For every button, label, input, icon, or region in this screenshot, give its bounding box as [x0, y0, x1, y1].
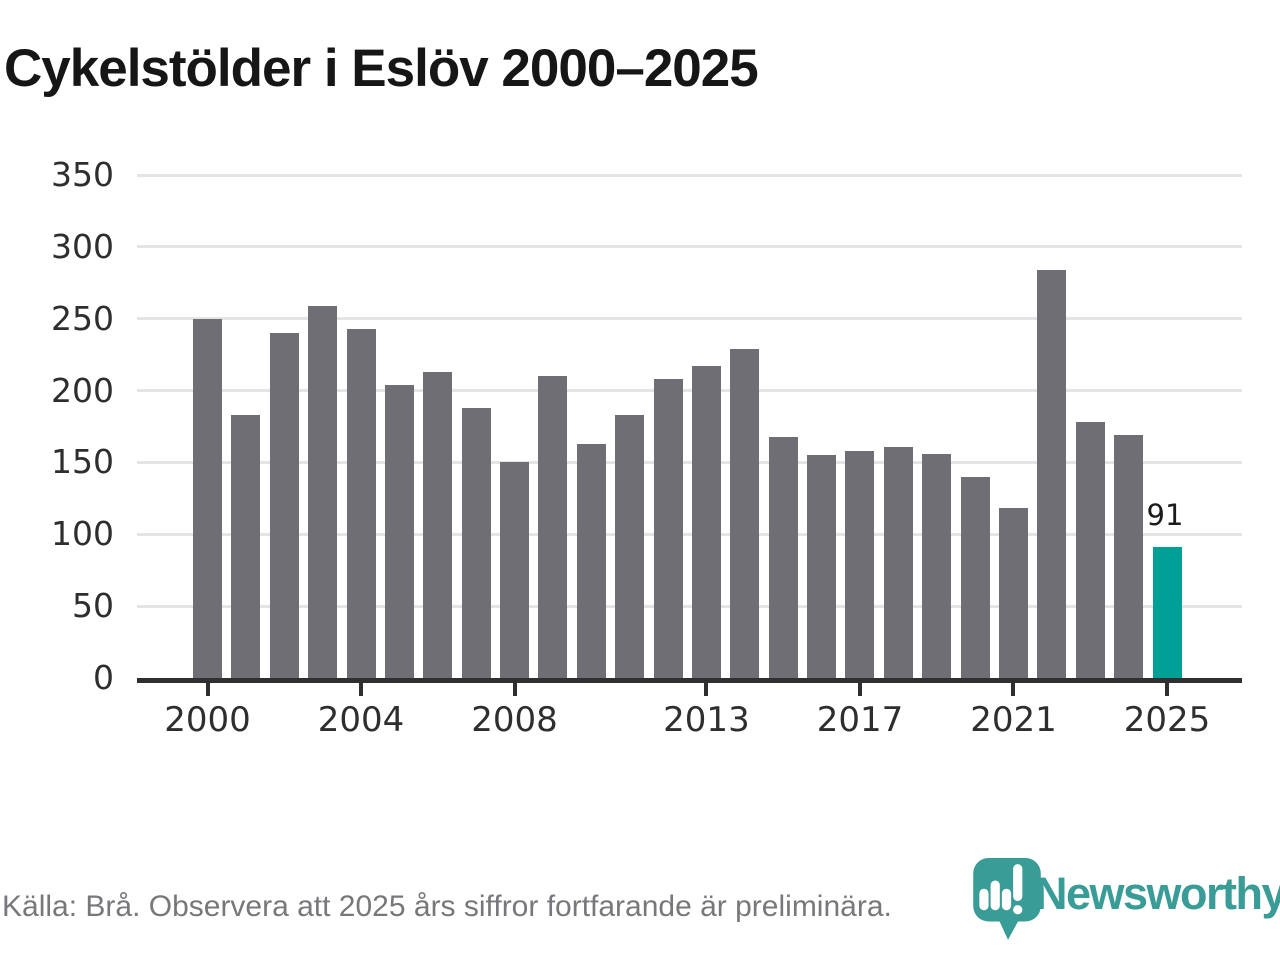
x-tick-label: 2025 — [1123, 700, 1211, 740]
y-gridline — [137, 389, 1242, 393]
x-axis-tick — [1011, 683, 1016, 696]
bar-2011 — [615, 415, 645, 678]
y-tick-label: 150 — [51, 442, 114, 482]
bar-2005 — [384, 384, 414, 678]
bar-2025 — [1152, 547, 1182, 678]
x-axis-tick — [512, 683, 517, 696]
x-tick-label: 2004 — [317, 700, 405, 740]
plot-area — [137, 173, 1242, 678]
bar-2010 — [576, 443, 606, 678]
y-tick-label: 200 — [51, 370, 114, 410]
bar-2020 — [960, 476, 990, 678]
x-axis-line — [137, 678, 1242, 683]
y-tick-label: 50 — [72, 586, 114, 626]
value-annotation: 91 — [1146, 498, 1184, 532]
bar-2017 — [845, 450, 875, 678]
bar-2004 — [346, 328, 376, 678]
x-tick-label: 2008 — [471, 700, 558, 740]
y-gridline — [137, 604, 1242, 608]
x-axis-tick — [857, 683, 862, 696]
bar-2008 — [500, 462, 530, 678]
x-axis-tick — [704, 683, 709, 696]
y-gridline — [137, 317, 1242, 321]
x-axis-tick — [359, 683, 364, 696]
y-gridline — [137, 460, 1242, 464]
x-axis-tick — [1165, 683, 1169, 696]
bar-2012 — [653, 379, 683, 678]
bar-2023 — [1075, 422, 1105, 678]
bar-2001 — [231, 415, 261, 678]
chart-title: Cykelstölder i Eslöv 2000–2025 — [4, 39, 759, 98]
source-note: Källa: Brå. Observera att 2025 års siffr… — [2, 890, 892, 923]
y-tick-label: 100 — [51, 514, 114, 554]
y-axis-labels: 0 50 100 150 200 250 300 350 — [0, 155, 114, 697]
x-tick-label: 2013 — [663, 700, 750, 740]
y-gridline — [137, 173, 1242, 177]
bar-2018 — [883, 446, 913, 678]
bar-2002 — [269, 333, 299, 678]
x-tick-label: 2000 — [164, 700, 251, 740]
bar-2015 — [768, 436, 798, 678]
y-tick-label: 300 — [51, 226, 114, 266]
bar-2024 — [1114, 435, 1144, 678]
x-axis-ticks — [137, 683, 1242, 699]
bar-2007 — [461, 407, 491, 678]
y-gridline — [137, 245, 1242, 249]
bar-2021 — [998, 508, 1028, 678]
newsworthy-logo: Newsworthy — [973, 858, 1280, 944]
y-tick-label: 350 — [51, 155, 114, 194]
x-axis-labels: 2000 2004 2008 2013 2017 2021 2025 — [137, 700, 1242, 744]
bar-2003 — [308, 305, 338, 678]
y-tick-label: 0 — [93, 658, 114, 697]
bar-2014 — [730, 348, 760, 678]
bar-2006 — [423, 371, 453, 678]
bar-2022 — [1037, 269, 1067, 678]
newsworthy-wordmark: Newsworthy — [1035, 868, 1280, 919]
bar-2019 — [922, 453, 952, 678]
bar-2009 — [538, 376, 568, 678]
bar-2016 — [807, 455, 837, 678]
y-tick-label: 250 — [51, 298, 114, 338]
bar-2013 — [691, 366, 721, 678]
x-axis-tick — [205, 683, 210, 696]
newsworthy-pin-barchart-icon — [973, 858, 1041, 940]
y-gridline — [137, 532, 1242, 536]
bar-2000 — [193, 318, 222, 678]
x-tick-label: 2017 — [816, 700, 904, 740]
x-tick-label: 2021 — [970, 700, 1057, 740]
